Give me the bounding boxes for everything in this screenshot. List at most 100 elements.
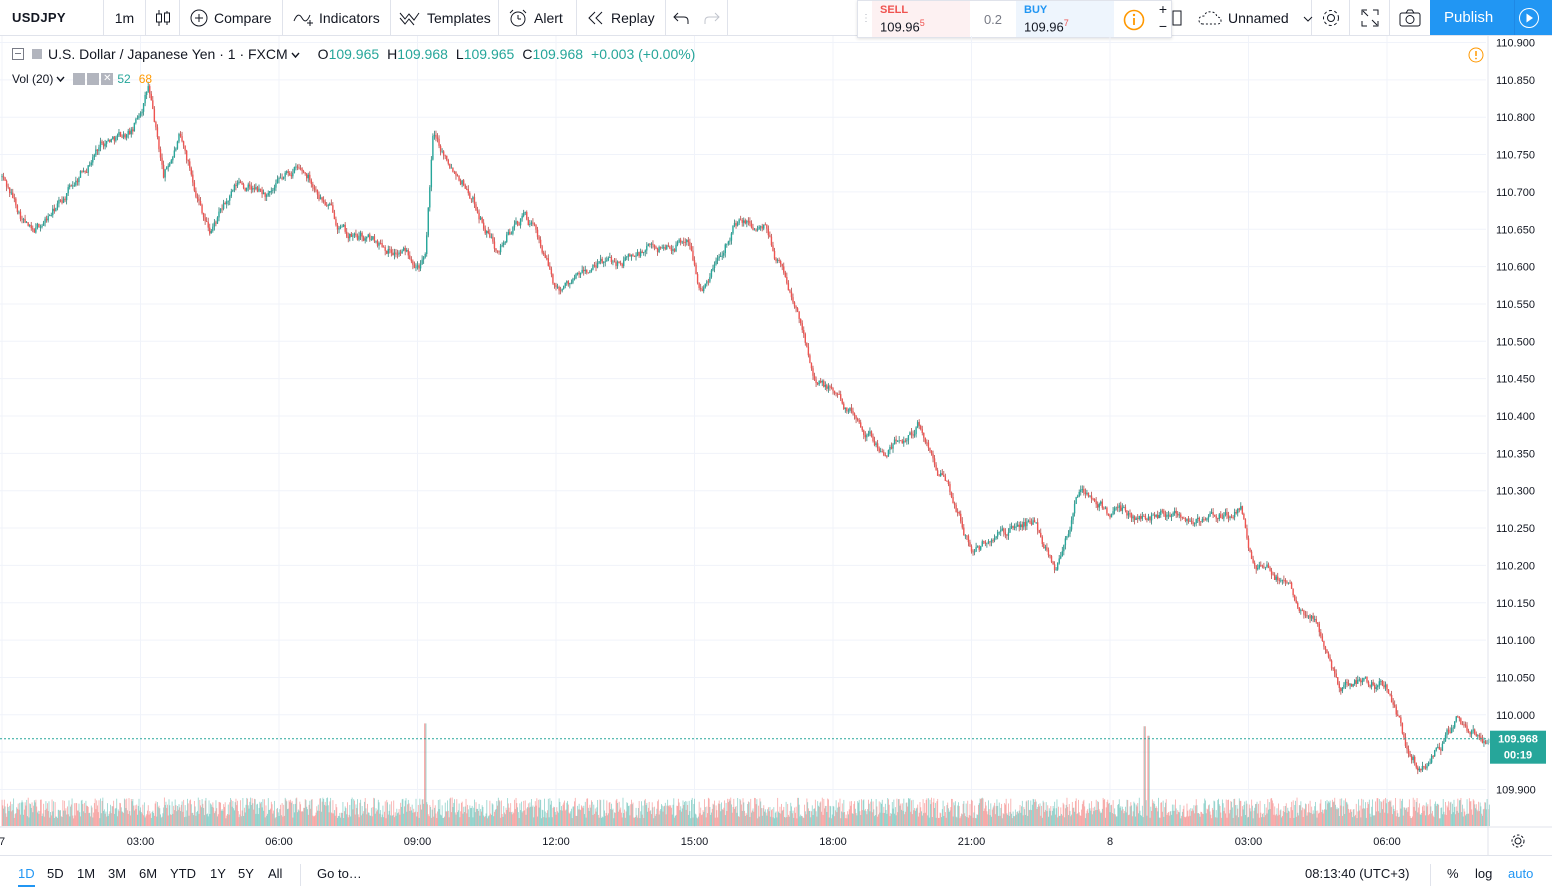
log-toggle[interactable]: log [1475,866,1493,881]
publish-button[interactable]: Publish [1430,0,1552,35]
volume-bar [894,807,896,826]
volume-bar [794,807,796,826]
volume-bar [915,808,917,826]
legend-close: C109.968 [522,46,584,62]
volume-bar [312,815,314,826]
settings-button[interactable] [1312,0,1350,35]
auto-toggle[interactable]: auto [1508,866,1534,881]
clock-label[interactable]: 08:13:40 (UTC+3) [1305,866,1410,881]
legend-chevron-icon[interactable] [291,46,300,62]
chart-type-button[interactable] [146,0,180,35]
candle-body [1160,510,1162,515]
minus-icon[interactable]: − [1158,18,1168,34]
volume-bar [656,808,658,826]
snapshot-button[interactable] [1390,0,1430,35]
volume-bar [712,803,714,826]
candle-body [407,250,409,256]
candle-body [441,151,443,153]
indicators-button[interactable]: Indicators [283,0,391,35]
volume-bar [562,804,564,826]
volume-bar [664,805,665,826]
range-button-3m[interactable]: 3M [108,866,127,881]
drag-handle-icon[interactable]: ⋮⋮ [861,13,881,24]
candle-body [1075,497,1077,504]
volume-bar [1223,811,1225,826]
volume-bar [183,817,185,826]
range-button-6m[interactable]: 6M [139,866,158,881]
volume-bar [53,801,55,826]
symbol-search[interactable]: USDJPY [0,0,104,35]
fullscreen-button[interactable] [1350,0,1390,35]
undo-button[interactable] [666,0,696,35]
range-button-1d[interactable]: 1D [18,866,35,887]
candle-body [1040,532,1042,538]
redo-button[interactable] [696,0,728,35]
candle-body [481,217,483,223]
price-chart[interactable]: 110.900110.850110.800110.750110.700110.6… [0,36,1552,855]
volume-bar [23,809,25,826]
volume-bar [1096,809,1098,826]
volume-bar [925,799,927,826]
candle-body [701,289,703,292]
gear-small-icon[interactable] [87,73,100,85]
legend-title[interactable]: U.S. Dollar / Japanese Yen · 1 · FXCM [48,46,288,62]
volume-bar [350,816,352,826]
volume-bar [280,804,282,826]
volume-bar [1009,811,1011,826]
info-icon[interactable] [1123,9,1145,36]
volume-bar [1434,803,1436,826]
volume-chevron-icon[interactable] [56,72,65,86]
candle-body [886,456,888,457]
compare-label: Compare [214,9,272,26]
plus-icon[interactable]: + [1158,1,1168,17]
volume-bar [1367,801,1369,826]
volume-bar [1282,811,1284,826]
range-button-1m[interactable]: 1M [77,866,96,881]
collapse-icon[interactable] [12,48,24,60]
play-circle-icon[interactable] [1518,7,1540,33]
candle-body [647,244,650,246]
templates-button[interactable]: Templates [391,0,499,35]
range-button-5d[interactable]: 5D [47,866,64,881]
fullscreen-layout-icon[interactable] [1172,0,1188,35]
volume-bar [674,815,676,826]
range-button-all[interactable]: All [268,866,283,881]
candle-body [787,283,790,291]
volume-bar [994,802,996,826]
candle-body [455,172,457,176]
volume-bar [681,811,682,826]
eye-icon[interactable] [73,73,86,85]
candle-body [1384,684,1387,688]
volume-bar [476,808,478,826]
range-button-1y[interactable]: 1Y [210,866,226,881]
candle-body [1147,516,1150,521]
close-icon[interactable]: ✕ [101,73,114,85]
volume-bar [354,814,356,826]
candle-body [421,259,423,265]
candle-body [1392,702,1394,705]
price-tick-label: 109.900 [1496,785,1536,797]
buy-button[interactable]: BUY 109.967 [1016,1,1114,37]
candle-body [1286,581,1288,583]
volume-bar [1090,810,1092,826]
alert-button[interactable]: Alert [499,0,577,35]
candle-body [145,91,148,96]
volume-bar [1028,800,1029,826]
volume-bar [60,816,62,826]
layout-menu[interactable]: Unnamed [1190,0,1313,35]
interval-button[interactable]: 1m [104,0,146,35]
goto-button[interactable]: Go to… [317,866,362,881]
volume-bar [841,803,843,826]
volume-bar [1234,798,1236,826]
percent-toggle[interactable]: % [1447,866,1459,881]
sell-button[interactable]: SELL 109.965 [872,1,970,37]
candle-body [215,222,217,224]
range-button-5y[interactable]: 5Y [238,866,254,881]
volume-title[interactable]: Vol (20) [12,72,54,86]
replay-button[interactable]: Replay [577,0,666,35]
range-button-ytd[interactable]: YTD [170,866,196,881]
volume-bar [160,814,162,826]
volume-bar [421,799,423,826]
volume-bar [20,814,21,826]
compare-button[interactable]: Compare [180,0,283,35]
